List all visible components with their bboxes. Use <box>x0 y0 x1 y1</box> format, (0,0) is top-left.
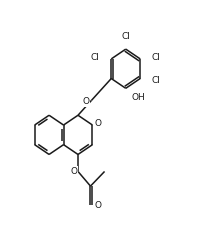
Text: Cl: Cl <box>121 32 130 41</box>
Text: O: O <box>95 119 102 128</box>
Text: Cl: Cl <box>152 76 161 85</box>
Text: Cl: Cl <box>91 53 100 62</box>
Text: Cl: Cl <box>152 53 161 61</box>
Text: OH: OH <box>132 93 145 102</box>
Text: O: O <box>94 201 101 210</box>
Text: O: O <box>83 97 90 106</box>
Text: O: O <box>70 167 77 176</box>
